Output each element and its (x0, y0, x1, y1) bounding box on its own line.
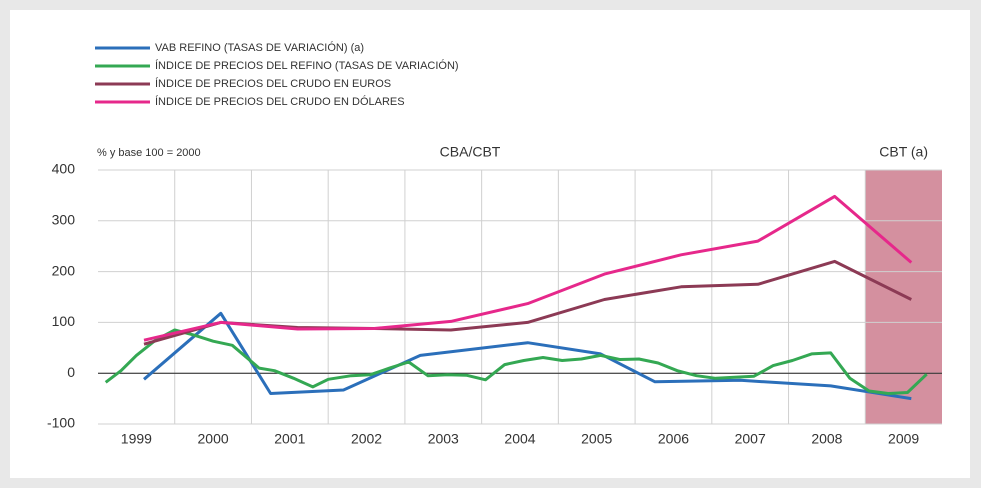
x-tick-label: 1999 (121, 431, 152, 447)
y-tick-label: 200 (52, 262, 76, 278)
x-tick-label: 2009 (888, 431, 919, 447)
series-line (143, 311, 912, 401)
y-tick-label: 300 (52, 212, 76, 228)
series-line (143, 194, 913, 342)
x-tick-label: 2003 (428, 431, 459, 447)
annotation: CBA/CBT (440, 144, 501, 160)
x-tick-label: 2008 (811, 431, 842, 447)
y-tick-label: 100 (52, 313, 76, 329)
y-axis-label: % y base 100 = 2000 (97, 147, 201, 159)
x-tick-label: 2006 (658, 431, 689, 447)
y-tick-label: 0 (67, 364, 75, 380)
x-tick-label: 2004 (504, 431, 535, 447)
legend-label: VAB REFINO (TASAS DE VARIACIÓN) (a) (155, 41, 364, 54)
legend-label: ÍNDICE DE PRECIOS DEL CRUDO EN EUROS (155, 77, 391, 90)
x-tick-label: 2005 (581, 431, 612, 447)
legend-label: ÍNDICE DE PRECIOS DEL REFINO (TASAS DE V… (155, 59, 459, 72)
panel (10, 10, 970, 478)
x-tick-label: 2000 (198, 431, 229, 447)
x-tick-label: 2001 (274, 431, 305, 447)
x-tick-label: 2002 (351, 431, 382, 447)
series-line (104, 328, 928, 395)
y-tick-label: -100 (47, 415, 75, 431)
x-tick-label: 2007 (735, 431, 766, 447)
legend-label: ÍNDICE DE PRECIOS DEL CRUDO EN DÓLARES (155, 95, 405, 108)
shade-label: CBT (a) (879, 144, 928, 160)
y-tick-label: 400 (52, 161, 76, 177)
